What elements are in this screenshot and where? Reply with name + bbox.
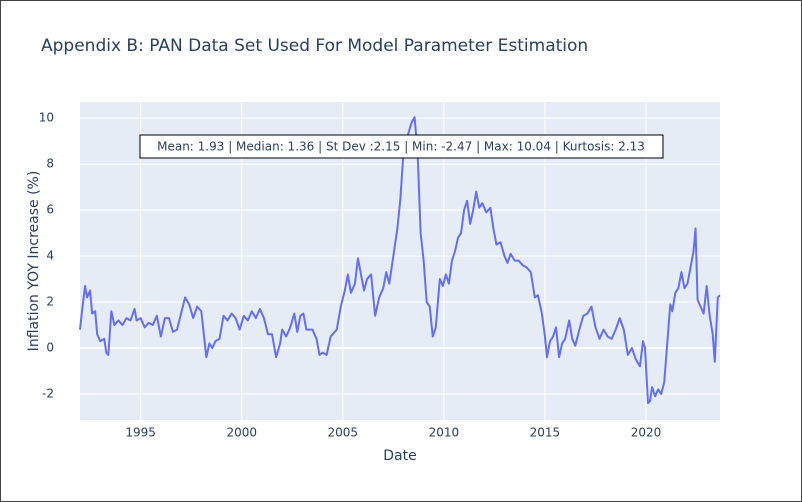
y-tick-label: 6 [46, 203, 54, 217]
y-tick-label: -2 [42, 387, 54, 401]
annotation: Mean: 1.93 | Median: 1.36 | St Dev :2.15… [157, 140, 645, 154]
x-tick-label: 2015 [530, 426, 561, 440]
x-tick-label: 2010 [429, 426, 460, 440]
y-tick-label: 10 [39, 111, 54, 125]
chart-title: Appendix B: PAN Data Set Used For Model … [41, 36, 588, 56]
y-tick-label: 8 [46, 157, 54, 171]
grid [80, 102, 720, 420]
x-axis-label: Date [383, 448, 416, 464]
x-tick-label: 2005 [328, 426, 359, 440]
x-tick-label: 2000 [226, 426, 257, 440]
y-axis-label: Inflation YOY Increase (%) [26, 171, 42, 352]
annotation-box [139, 134, 664, 159]
x-tick-label: 2020 [631, 426, 662, 440]
y-tick-label: 2 [46, 295, 54, 309]
y-tick-label: 0 [46, 341, 54, 355]
x-tick-label: 1995 [125, 426, 156, 440]
y-tick-label: 4 [46, 249, 54, 263]
